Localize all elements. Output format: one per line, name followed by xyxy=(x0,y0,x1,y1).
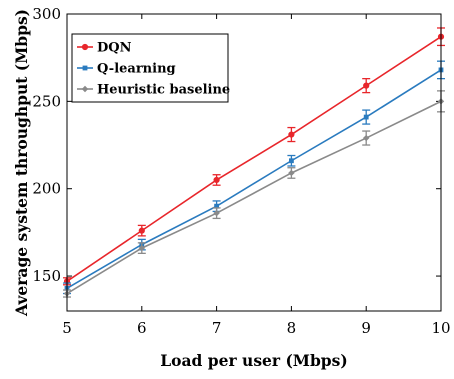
x-tick-label: 8 xyxy=(287,319,297,337)
legend-marker xyxy=(81,43,89,51)
data-point xyxy=(138,227,145,234)
legend-box xyxy=(71,33,229,103)
legend: DQN Q-learning Heuristic baseline xyxy=(71,33,230,103)
y-tick-label: 150 xyxy=(32,267,61,285)
series-layer xyxy=(63,27,445,298)
x-tick-label: 10 xyxy=(431,319,450,337)
data-point xyxy=(214,203,219,209)
data-point xyxy=(288,169,295,177)
legend-entry: Heuristic baseline xyxy=(77,83,230,98)
legend-label: DQN xyxy=(97,41,132,56)
x-tick-label: 7 xyxy=(212,319,222,337)
x-tick-label: 9 xyxy=(361,319,371,337)
legend-marker xyxy=(82,65,88,71)
y-tick-label: 300 xyxy=(32,5,61,23)
data-point xyxy=(289,158,294,164)
x-tick-label: 5 xyxy=(62,319,72,337)
data-point xyxy=(288,131,295,138)
legend-entry: Q-learning xyxy=(77,62,176,77)
series-line xyxy=(66,69,442,289)
legend-label: Q-learning xyxy=(97,62,176,77)
plot-frame xyxy=(66,13,442,312)
series-0 xyxy=(63,27,445,286)
series-line xyxy=(66,100,442,295)
data-point xyxy=(213,176,220,184)
data-point xyxy=(213,209,220,217)
tick-labels: 5 6 7 8 9 10 150 200 250 300 xyxy=(32,5,450,337)
series-2 xyxy=(63,90,445,298)
data-point xyxy=(363,114,369,120)
y-tick-label: 250 xyxy=(32,92,61,110)
x-tick-label: 6 xyxy=(137,319,147,337)
y-axis-title: Average system throughput (Mbps) xyxy=(12,9,31,317)
x-axis-title: Load per user (Mbps) xyxy=(160,351,347,370)
series-line xyxy=(66,36,442,282)
legend-label: Heuristic baseline xyxy=(97,83,230,98)
legend-entry: DQN xyxy=(77,41,132,56)
data-point xyxy=(363,82,370,89)
data-point xyxy=(138,244,145,252)
legend-marker xyxy=(81,85,89,93)
data-point xyxy=(363,134,370,142)
y-tick-label: 200 xyxy=(32,180,61,198)
